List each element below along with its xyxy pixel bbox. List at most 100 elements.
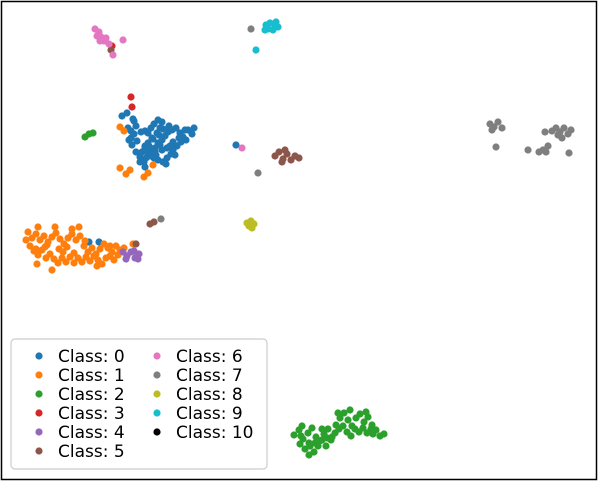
point-class-0-43 [136,153,144,161]
point-class-1-73 [81,237,89,245]
point-class-1-63 [120,127,128,135]
point-class-1-11 [68,230,76,238]
legend-marker-5 [35,447,43,455]
point-class-1-18 [96,245,104,253]
point-class-1-59 [93,262,101,270]
point-class-7-2 [157,215,165,223]
point-class-1-32 [54,259,62,267]
point-class-2-38 [347,432,355,440]
legend-label-6: Class: 6 [176,347,243,367]
point-class-7-5 [494,118,502,126]
point-class-0-50 [148,134,156,142]
point-class-1-49 [34,223,42,231]
legend-label-10: Class: 10 [176,423,254,443]
point-class-0-67 [141,163,149,171]
legend-label-2: Class: 2 [58,385,125,405]
point-class-0-61 [155,131,163,139]
point-class-2-16 [344,416,352,424]
point-class-0-1 [123,109,131,117]
point-class-3-1 [128,103,136,111]
point-class-1-34 [62,258,70,266]
data-points [22,18,575,459]
point-class-1-72 [59,248,67,256]
point-class-0-68 [136,158,144,166]
point-class-1-53 [63,243,71,251]
point-class-2-49 [346,406,354,414]
point-class-1-38 [78,258,86,266]
point-class-2-32 [322,442,330,450]
point-class-2-54 [318,425,326,433]
legend-marker-8 [153,390,161,398]
point-class-7-7 [488,126,496,134]
point-class-2-46 [311,439,319,447]
point-class-2-44 [298,422,306,430]
legend-label-5: Class: 5 [58,442,125,462]
point-class-2-41 [359,424,367,432]
point-class-9-5 [269,26,277,34]
point-class-1-58 [70,259,78,267]
point-class-0-47 [127,134,135,142]
point-class-6-6 [102,34,110,42]
point-class-6-10 [238,144,246,152]
point-class-3-0 [127,93,135,101]
point-class-2-7 [308,424,316,432]
point-class-7-6 [498,124,506,132]
point-class-1-0 [24,228,32,236]
point-class-5-2 [275,148,283,156]
point-class-0-58 [181,126,189,134]
point-class-7-17 [560,124,568,132]
legend-marker-4 [35,428,43,436]
point-class-1-60 [106,242,114,250]
legend-label-7: Class: 7 [176,366,243,386]
point-class-1-16 [88,244,96,252]
point-class-2-48 [334,409,342,417]
point-class-0-65 [171,151,179,159]
point-class-4-6 [130,247,138,255]
point-class-7-0 [247,25,255,33]
point-class-0-64 [166,142,174,150]
legend-marker-10 [153,428,161,436]
point-class-0-71 [156,141,164,149]
point-class-0-4 [132,122,140,130]
point-class-1-66 [126,166,134,174]
point-class-2-15 [340,409,348,417]
point-class-7-12 [542,148,550,156]
point-class-6-5 [93,32,101,40]
point-class-5-8 [281,146,289,154]
point-class-0-44 [132,148,140,156]
point-class-7-13 [544,142,552,150]
point-class-4-5 [122,255,130,263]
point-class-5-11 [132,240,140,248]
legend-label-8: Class: 8 [176,385,243,405]
point-class-1-30 [46,250,54,258]
legend-marker-2 [35,390,43,398]
point-class-1-8 [56,235,64,243]
point-class-1-51 [68,225,76,233]
point-class-2-51 [369,430,377,438]
point-class-9-8 [252,46,260,54]
legend-label-3: Class: 3 [58,404,125,424]
legend-marker-0 [35,352,43,360]
point-class-2-47 [323,434,331,442]
point-class-1-52 [75,223,83,231]
point-class-1-40 [86,257,94,265]
point-class-7-19 [567,126,575,134]
point-class-1-70 [32,245,40,253]
point-class-0-56 [188,130,196,138]
legend-marker-9 [153,409,161,417]
point-class-7-1 [254,169,262,177]
point-class-6-9 [119,36,127,44]
point-class-7-8 [492,143,500,151]
point-class-1-71 [43,241,51,249]
point-class-1-7 [52,229,60,237]
point-class-1-4 [40,232,48,240]
point-class-2-52 [305,451,313,459]
point-class-2-11 [324,425,332,433]
point-class-9-6 [272,18,280,26]
point-class-0-72 [232,141,240,149]
point-class-1-25 [26,242,34,250]
legend-label-9: Class: 9 [176,404,243,424]
point-class-0-69 [141,142,149,150]
point-class-1-57 [48,266,56,274]
